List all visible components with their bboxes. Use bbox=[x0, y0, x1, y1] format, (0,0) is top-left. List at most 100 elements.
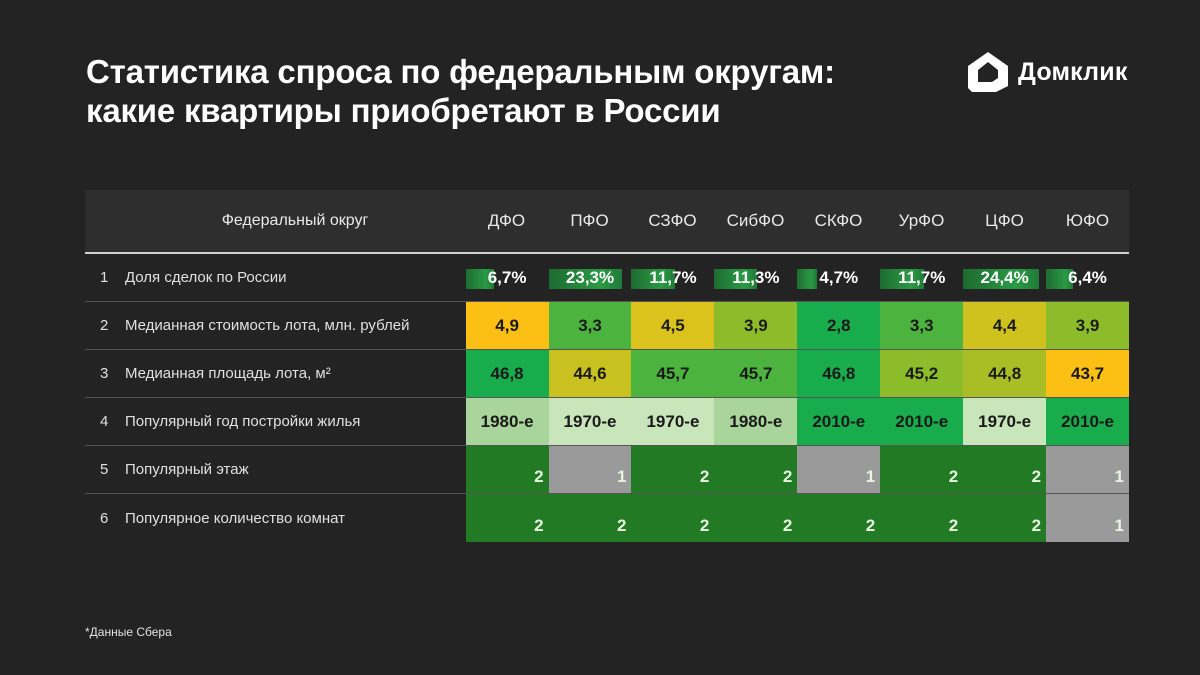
table-cell: 2010-е bbox=[797, 398, 881, 445]
table-cell: 1980-е bbox=[714, 398, 798, 445]
row-label: Доля сделок по России bbox=[124, 269, 287, 286]
table-cell: 45,7 bbox=[714, 350, 798, 397]
table-cell: 2 bbox=[963, 494, 1047, 542]
share-bar bbox=[465, 269, 494, 289]
page-title: Статистика спроса по федеральным округам… bbox=[86, 52, 835, 130]
header-district: УрФО bbox=[898, 211, 945, 230]
table-cell: 1 bbox=[1046, 446, 1129, 493]
table-cell: 45,2 bbox=[880, 350, 964, 397]
row-label: Популярный год постройки жилья bbox=[124, 413, 361, 430]
footnote: *Данные Сбера bbox=[85, 625, 172, 639]
row-number: 1 bbox=[100, 269, 109, 286]
table-cell: 4,7% bbox=[797, 254, 880, 301]
table-cell: 2 bbox=[631, 494, 715, 542]
table-cell: 3,9 bbox=[714, 302, 798, 349]
table-cell: 46,8 bbox=[465, 350, 549, 397]
share-bar bbox=[631, 269, 676, 289]
share-bar bbox=[880, 269, 925, 289]
table-cell: 45,7 bbox=[631, 350, 715, 397]
domclick-logo: Домклик bbox=[966, 50, 1128, 94]
title-line-2: какие квартиры приобретают в России bbox=[86, 92, 721, 129]
table-cell: 2010-е bbox=[1046, 398, 1130, 445]
table-cell: 1 bbox=[548, 446, 632, 493]
header-district: СибФО bbox=[726, 211, 785, 230]
cell-value: 23,3% bbox=[565, 267, 615, 287]
table-body: 1 Доля сделок по России 6,7% 23,3% 11,7% 11,3… bbox=[85, 254, 1130, 542]
table-cell: 44,8 bbox=[963, 350, 1047, 397]
table-row: 4 Популярный год постройки жилья 1980-е 197… bbox=[85, 398, 1130, 446]
table-cell: 6,7% bbox=[465, 254, 549, 301]
row-number: 2 bbox=[100, 317, 109, 334]
table-row: 1 Доля сделок по России 6,7% 23,3% 11,7% 11,3… bbox=[85, 254, 1129, 302]
row-label: Популярное количество комнат bbox=[124, 509, 346, 527]
cell-value: 6,7% bbox=[487, 267, 527, 287]
table-cell: 2 bbox=[714, 446, 798, 493]
table-cell: 1970-е bbox=[631, 398, 715, 445]
table-cell: 11,7% bbox=[880, 254, 963, 301]
table-cell: 11,3% bbox=[714, 254, 797, 301]
table-row: 5 Популярный этаж 2 1 2 2 1 2 2 1 bbox=[85, 446, 1129, 494]
row-number: 6 bbox=[100, 509, 109, 527]
table-row: 2 Медианная стоимость лота, млн. рублей 4,… bbox=[85, 302, 1130, 350]
table-row: 3 Медианная площадь лота, м² 46,8 44,6 45,7 4… bbox=[85, 350, 1130, 398]
table-cell: 2 bbox=[631, 446, 715, 493]
row-number: 3 bbox=[100, 365, 109, 382]
cell-value: 11,7% bbox=[898, 267, 946, 287]
table-cell: 2 bbox=[548, 494, 632, 542]
header-district: ПФО bbox=[570, 211, 609, 230]
table-cell: 2 bbox=[714, 494, 798, 542]
row-label: Медианная площадь лота, м² bbox=[124, 365, 331, 382]
table-cell: 2 bbox=[465, 494, 549, 542]
table-cell: 6,4% bbox=[1046, 254, 1129, 301]
table-cell: 43,7 bbox=[1046, 350, 1130, 397]
share-bar bbox=[548, 269, 622, 289]
table-cell: 2 bbox=[797, 494, 881, 542]
share-bar bbox=[1046, 269, 1074, 289]
title-line-1: Статистика спроса по федеральным округам… bbox=[86, 53, 835, 90]
header-district: СКФО bbox=[814, 211, 863, 230]
table-header: Федеральный округ ДФО ПФО СЗФО СибФО СКФ… bbox=[85, 190, 1129, 254]
table-cell: 2 bbox=[465, 446, 549, 493]
table-cell: 1 bbox=[797, 446, 881, 493]
table-cell: 1 bbox=[1046, 494, 1129, 542]
row-number: 5 bbox=[100, 461, 109, 478]
table-cell: 24,4% bbox=[963, 254, 1046, 301]
stats-table: Федеральный округ ДФО ПФО СЗФО СибФО СКФ… bbox=[85, 190, 1130, 542]
table-cell: 4,9 bbox=[465, 302, 549, 349]
table-cell: 3,3 bbox=[548, 302, 632, 349]
table-cell: 46,8 bbox=[797, 350, 881, 397]
table-cell: 3,9 bbox=[1046, 302, 1130, 349]
table-cell: 3,3 bbox=[880, 302, 964, 349]
header-district: ЦФО bbox=[985, 211, 1024, 230]
cell-value: 11,3% bbox=[732, 267, 780, 287]
header-label: Федеральный округ bbox=[221, 212, 369, 229]
table-cell: 2 bbox=[880, 494, 964, 542]
share-bar bbox=[963, 269, 1040, 289]
row-number: 4 bbox=[100, 413, 109, 430]
logo-text: Домклик bbox=[1018, 57, 1128, 86]
table-cell: 4,5 bbox=[631, 302, 715, 349]
table-cell: 1970-е bbox=[548, 398, 632, 445]
header-district: ДФО bbox=[487, 211, 526, 230]
table-cell: 4,4 bbox=[963, 302, 1047, 349]
cell-value: 11,7% bbox=[649, 267, 697, 287]
cell-value: 6,4% bbox=[1068, 267, 1107, 287]
table-cell: 1980-е bbox=[465, 398, 549, 445]
row-label: Популярный этаж bbox=[124, 461, 249, 478]
table-cell: 23,3% bbox=[548, 254, 632, 301]
row-label: Медианная стоимость лота, млн. рублей bbox=[124, 317, 410, 334]
table-cell: 2 bbox=[880, 446, 964, 493]
cell-value: 24,4% bbox=[980, 267, 1029, 287]
share-bar bbox=[714, 269, 758, 289]
header-district: СЗФО bbox=[648, 211, 697, 230]
table-cell: 1970-е bbox=[963, 398, 1047, 445]
table-cell: 2,8 bbox=[797, 302, 881, 349]
share-bar bbox=[797, 269, 818, 289]
table-cell: 2010-е bbox=[880, 398, 964, 445]
header-district: ЮФО bbox=[1065, 211, 1110, 230]
table-row: 6 Популярное количество комнат 2 2 2 2 2 2 2 1 bbox=[85, 494, 1129, 542]
table-cell: 44,6 bbox=[548, 350, 632, 397]
domclick-house-icon bbox=[966, 50, 1010, 94]
cell-value: 4,7% bbox=[819, 267, 859, 287]
table-cell: 11,7% bbox=[631, 254, 714, 301]
